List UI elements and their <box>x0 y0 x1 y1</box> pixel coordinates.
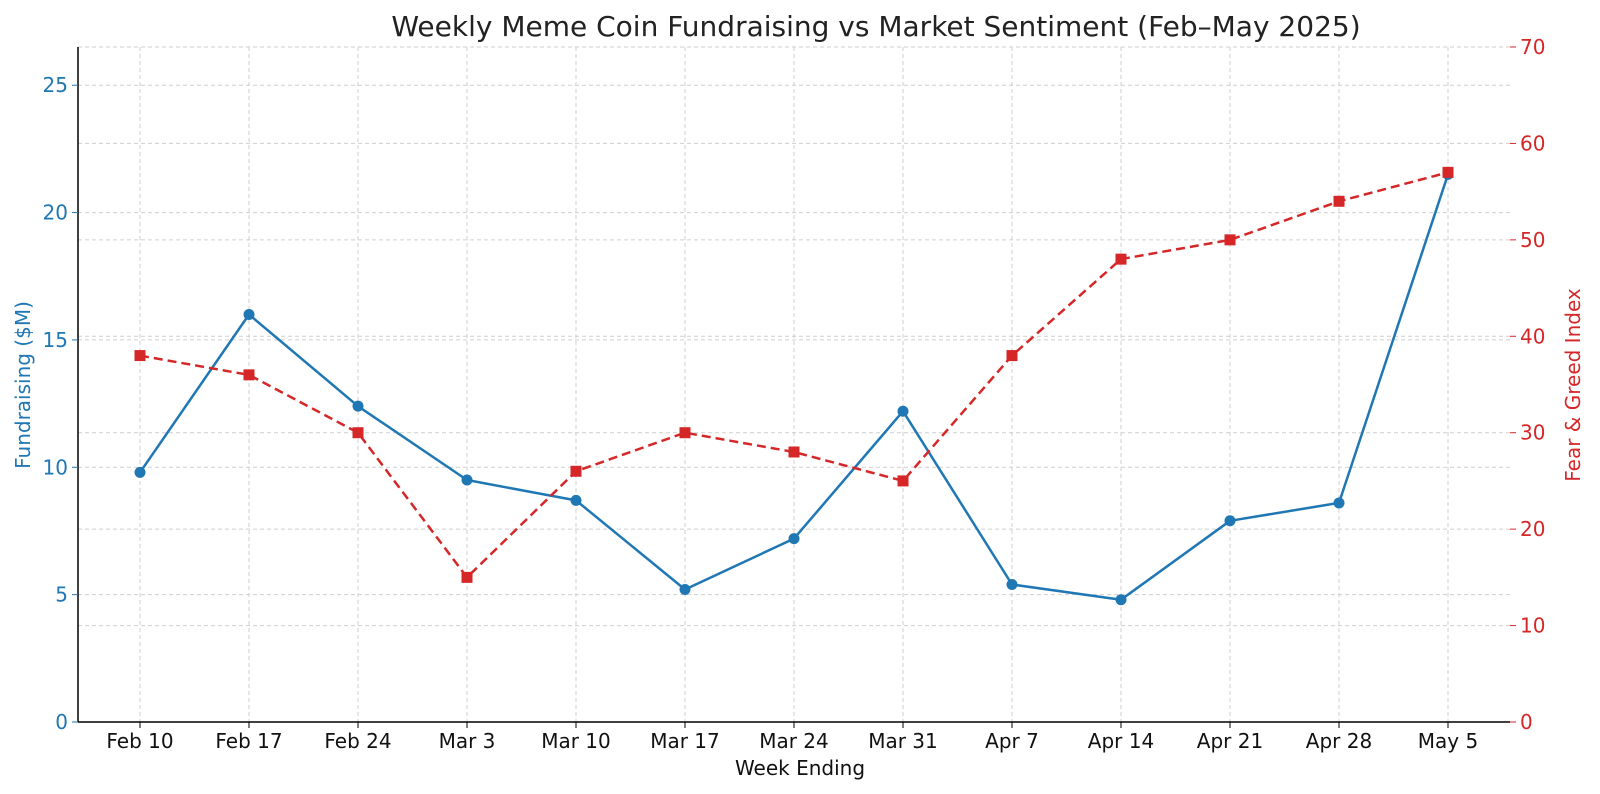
y-right-tick-label: 0 <box>1520 710 1533 734</box>
fundraising-point <box>1224 515 1236 527</box>
fear-greed-point <box>1006 350 1018 362</box>
x-tick-label: Mar 31 <box>868 729 938 753</box>
x-tick-label: Feb 17 <box>215 729 282 753</box>
fear-greed-point <box>897 475 909 487</box>
fundraising-point <box>461 474 473 486</box>
fundraising-point <box>897 405 909 417</box>
x-tick-label: Apr 14 <box>1088 729 1154 753</box>
fear-greed-point <box>788 446 800 458</box>
y-left-tick-label: 15 <box>43 328 68 352</box>
fear-greed-point <box>461 571 473 583</box>
fundraising-point <box>1006 578 1018 590</box>
x-tick-label: Mar 24 <box>759 729 829 753</box>
x-tick-label: Feb 24 <box>324 729 391 753</box>
right-y-axis-label: Fear & Greed Index <box>1561 288 1585 482</box>
fundraising-point <box>1333 497 1345 509</box>
y-right-tick-label: 40 <box>1520 324 1545 348</box>
fundraising-point <box>570 494 582 506</box>
fundraising-point <box>243 308 255 320</box>
fear-greed-point <box>679 427 691 439</box>
y-left-tick-label: 20 <box>43 201 68 225</box>
fundraising-point <box>788 533 800 545</box>
x-tick-label: Apr 7 <box>985 729 1039 753</box>
x-tick-label: Mar 10 <box>541 729 611 753</box>
y-left-tick-label: 5 <box>55 583 68 607</box>
fear-greed-point <box>1115 253 1127 265</box>
fundraising-point <box>352 400 364 412</box>
y-left-tick-label: 0 <box>55 710 68 734</box>
fundraising-point <box>1115 594 1127 606</box>
fear-greed-point <box>570 465 582 477</box>
fundraising-point <box>134 466 146 478</box>
fundraising-point <box>679 584 691 596</box>
x-tick-label: Apr 28 <box>1306 729 1372 753</box>
fear-greed-point <box>352 427 364 439</box>
x-tick-label: Mar 3 <box>439 729 496 753</box>
fear-greed-point <box>1442 166 1454 178</box>
y-left-tick-label: 10 <box>43 455 68 479</box>
fear-greed-point <box>243 369 255 381</box>
ticks-layer: Feb 10 Feb 17 Feb 24 Mar 3 Mar 10 Mar 17 Mar 2… <box>43 35 1546 753</box>
fear-greed-point <box>1333 195 1345 207</box>
x-axis-label: Week Ending <box>735 756 865 780</box>
x-tick-label: Mar 17 <box>650 729 720 753</box>
y-right-tick-label: 10 <box>1520 614 1545 638</box>
y-right-tick-label: 30 <box>1520 421 1545 445</box>
y-right-tick-label: 60 <box>1520 131 1545 155</box>
y-right-tick-label: 70 <box>1520 35 1545 59</box>
fear-greed-point <box>134 350 146 362</box>
x-tick-label: May 5 <box>1418 729 1478 753</box>
fear-greed-point <box>1224 234 1236 246</box>
chart-title: Weekly Meme Coin Fundraising vs Market S… <box>391 10 1360 43</box>
left-y-axis-label: Fundraising ($M) <box>11 301 35 469</box>
y-right-tick-label: 20 <box>1520 517 1545 541</box>
y-right-tick-label: 50 <box>1520 228 1545 252</box>
x-tick-label: Apr 21 <box>1197 729 1263 753</box>
series-layer <box>134 166 1454 606</box>
x-tick-label: Feb 10 <box>106 729 173 753</box>
y-left-tick-label: 25 <box>43 73 68 97</box>
grid-layer <box>78 46 1510 722</box>
